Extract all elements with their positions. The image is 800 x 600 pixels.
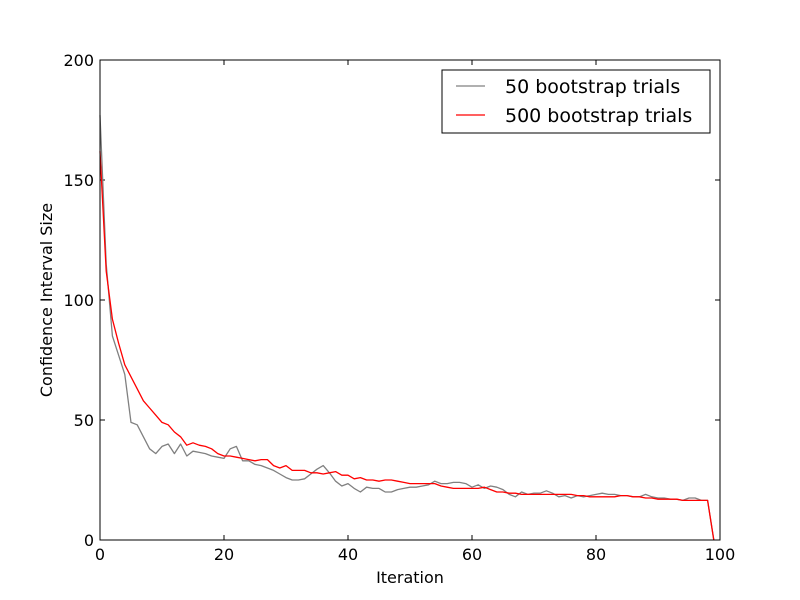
- x-tick-label-60: 60: [462, 545, 482, 564]
- x-tick-label-40: 40: [338, 545, 358, 564]
- legend-label-50-trials: 50 bootstrap trials: [505, 76, 680, 98]
- plot-frame: [99, 59, 721, 541]
- y-tick-label-0: 0: [84, 531, 94, 550]
- y-tick-label-100: 100: [63, 291, 94, 310]
- series-50-bootstrap-trials: [99, 115, 715, 541]
- x-tick-label-100: 100: [705, 545, 736, 564]
- x-tick-label-80: 80: [586, 545, 606, 564]
- y-tick-label-50: 50: [74, 411, 94, 430]
- legend-box: [441, 69, 711, 134]
- legend-label-500-trials: 500 bootstrap trials: [505, 105, 692, 127]
- x-tick-label-0: 0: [95, 545, 105, 564]
- x-axis-label: Iteration: [376, 568, 444, 587]
- legend: 50 bootstrap trials 500 bootstrap trials: [441, 69, 711, 134]
- series-layer: [99, 115, 715, 541]
- y-axis-label: Confidence Interval Size: [37, 203, 56, 397]
- y-tick-label-200: 200: [63, 51, 94, 70]
- y-tick-label-150: 150: [63, 171, 94, 190]
- x-tick-label-20: 20: [214, 545, 234, 564]
- x-axis-ticks: 0 20 40 60 80 100: [95, 60, 735, 564]
- series-500-bootstrap-trials: [99, 151, 715, 541]
- y-axis-ticks: 0 50 100 150 200: [63, 51, 720, 550]
